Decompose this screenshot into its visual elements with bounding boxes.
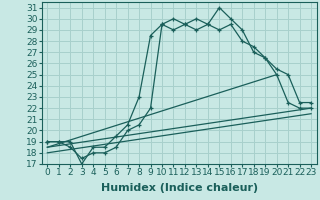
X-axis label: Humidex (Indice chaleur): Humidex (Indice chaleur) (100, 183, 258, 193)
